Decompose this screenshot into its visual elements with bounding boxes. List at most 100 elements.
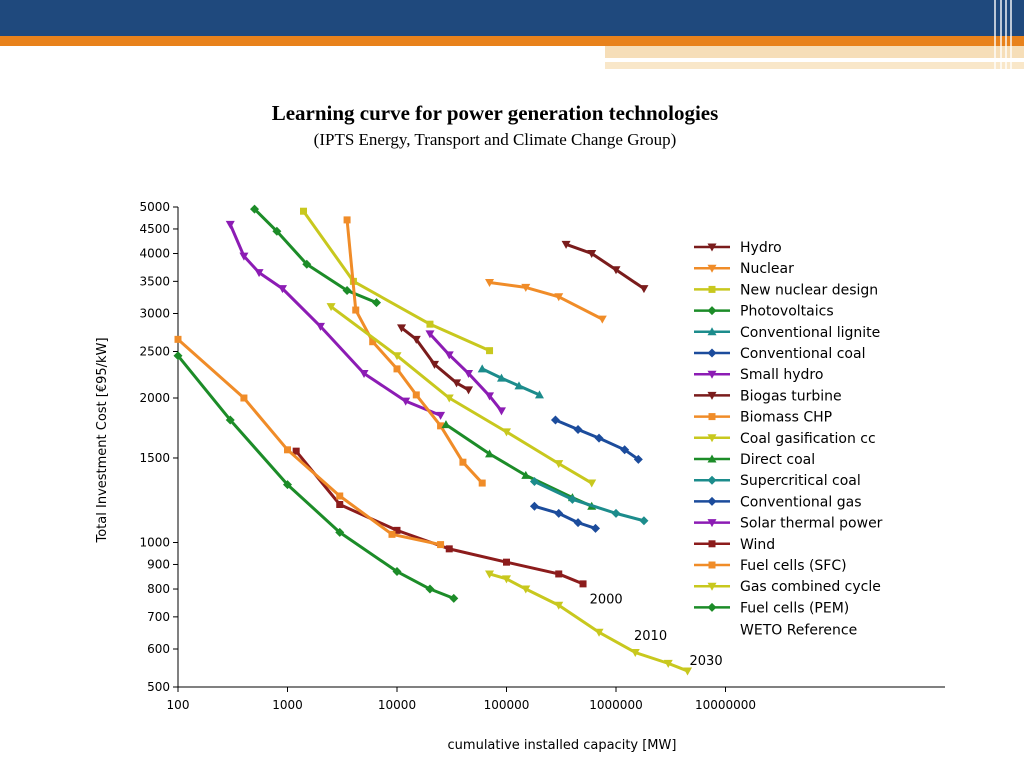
data-point	[521, 283, 531, 292]
data-point	[315, 322, 325, 331]
data-point	[342, 285, 352, 295]
legend-item-wind: Wind	[694, 537, 775, 553]
y-axis-label: Total Investment Cost [€95/kW]	[95, 337, 110, 543]
legend-label: New nuclear design	[740, 282, 878, 298]
legend-label: Small hydro	[740, 367, 823, 383]
y-tick-label: 4000	[139, 247, 170, 261]
legend-item-fuel-cells-sfc: Fuel cells (SFC)	[694, 558, 847, 574]
legend-marker	[707, 602, 717, 612]
data-point	[272, 226, 282, 236]
chart-series	[173, 204, 693, 676]
data-point	[173, 351, 183, 361]
series-photovoltaics	[250, 204, 382, 308]
legend-marker	[707, 391, 717, 400]
series-line	[565, 242, 645, 290]
data-point	[254, 269, 264, 278]
series-fuel-cells-pem	[173, 351, 459, 603]
legend-item-conventional-coal: Conventional coal	[694, 346, 865, 362]
x-tick-label: 1000	[272, 698, 303, 712]
data-point	[412, 391, 420, 399]
legend-label: Wind	[740, 537, 775, 553]
data-point	[335, 527, 345, 537]
data-point	[393, 526, 401, 534]
data-point	[292, 447, 300, 455]
legend-marker	[707, 348, 717, 358]
data-point	[425, 330, 435, 339]
series-wind	[292, 447, 587, 588]
data-point	[639, 516, 649, 526]
data-point	[336, 492, 344, 500]
legend-label: Biomass CHP	[740, 410, 832, 426]
data-point	[444, 351, 454, 360]
chart-legend: Hydro Nuclear New nuclear design Photovolta…	[694, 240, 883, 639]
series-line	[534, 504, 596, 530]
data-point	[452, 379, 462, 388]
data-point	[579, 580, 587, 588]
top-banner-bar	[0, 0, 1024, 36]
series-coal-gasification-cc	[326, 303, 597, 488]
data-point	[496, 373, 506, 382]
data-point	[283, 480, 292, 490]
data-point	[392, 352, 402, 361]
slide-subtitle: (IPTS Energy, Transport and Climate Chan…	[313, 130, 677, 149]
data-point	[174, 335, 182, 343]
series-conventional-coal	[550, 415, 643, 464]
data-point	[441, 420, 451, 429]
legend-label: Gas combined cycle	[740, 579, 881, 595]
y-tick-label: 5000	[139, 200, 170, 214]
data-point	[225, 220, 235, 229]
data-point	[277, 285, 287, 294]
data-point	[485, 392, 495, 401]
legend-marker	[707, 582, 717, 591]
data-point	[594, 433, 604, 443]
y-tick-label: 3000	[139, 306, 170, 320]
legend-item-gas-combined-cycle: Gas combined cycle	[694, 579, 881, 595]
data-point	[343, 216, 351, 224]
series-supercritical-coal	[529, 476, 649, 526]
legend-marker	[708, 413, 716, 421]
data-point	[514, 381, 524, 390]
y-tick-label: 700	[147, 610, 170, 624]
data-point	[239, 252, 249, 261]
year-annotation: 2000	[590, 592, 623, 607]
legend-item-conventional-lignite: Conventional lignite	[694, 325, 880, 341]
data-point	[573, 424, 583, 434]
data-point	[633, 454, 643, 464]
y-tick-label: 500	[147, 680, 170, 694]
data-point	[486, 347, 494, 355]
y-tick-label: 2500	[139, 344, 170, 358]
y-tick-label: 1000	[139, 536, 170, 550]
data-point	[352, 306, 360, 314]
data-point	[240, 394, 248, 402]
data-point	[502, 575, 511, 584]
data-point	[591, 523, 601, 533]
legend-label: Coal gasification cc	[740, 431, 876, 447]
data-point	[567, 494, 577, 504]
series-nuclear	[485, 279, 607, 324]
x-tick-label: 100	[167, 698, 190, 712]
data-point	[464, 386, 474, 395]
legend-marker	[707, 434, 717, 443]
legend-marker	[708, 540, 716, 548]
legend-label: Conventional gas	[740, 494, 861, 510]
data-point	[561, 240, 571, 249]
data-point	[485, 279, 495, 288]
data-point	[502, 428, 511, 437]
data-point	[478, 479, 486, 487]
data-point	[411, 335, 421, 344]
data-point	[555, 570, 563, 578]
legend-item-nuclear: Nuclear	[694, 261, 794, 277]
y-tick-label: 4500	[139, 222, 170, 236]
data-point	[326, 303, 336, 312]
data-point	[594, 628, 604, 637]
series-small-hydro	[225, 220, 446, 420]
legend-item-fuel-cells-pem: Fuel cells (PEM)	[694, 600, 849, 616]
y-tick-label: 1500	[139, 451, 170, 465]
y-tick-label: 3500	[139, 274, 170, 288]
legend-marker	[708, 285, 716, 293]
data-point	[597, 315, 607, 324]
legend-label: Fuel cells (SFC)	[740, 558, 847, 574]
legend-item-biomass-chp: Biomass CHP	[694, 410, 832, 426]
data-point	[573, 518, 583, 528]
